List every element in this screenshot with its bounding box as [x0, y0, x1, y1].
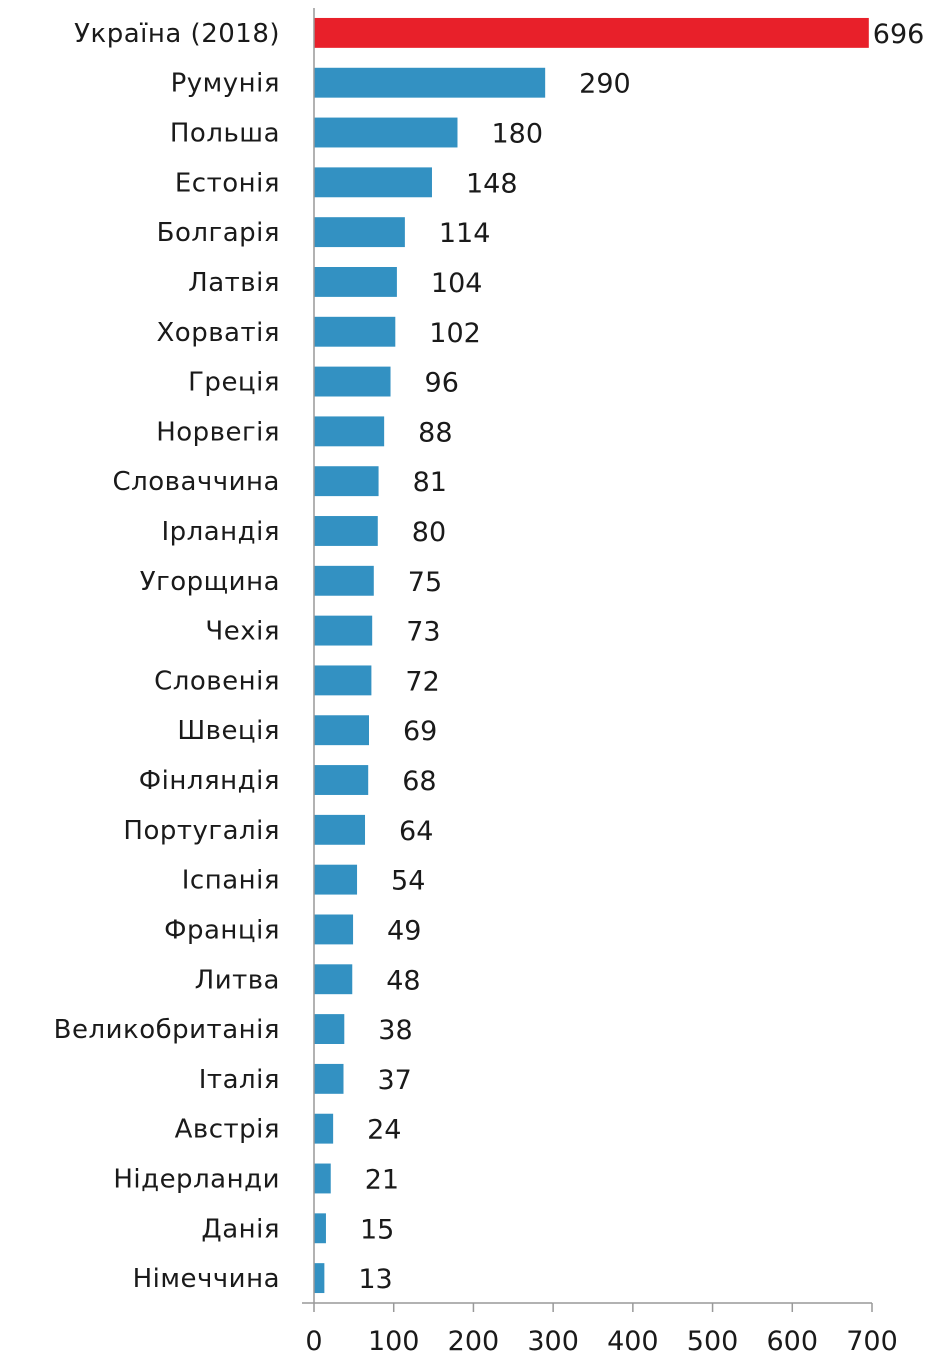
bar [314, 267, 397, 297]
category-label: Франція [164, 915, 280, 945]
category-label: Іспанія [182, 866, 280, 896]
category-label: Польша [170, 119, 280, 149]
bar [314, 217, 405, 248]
category-label: Німеччина [133, 1264, 280, 1294]
bar [314, 1113, 334, 1144]
x-tick-label: 400 [607, 1326, 659, 1357]
category-label: Україна (2018) [74, 19, 280, 49]
x-tick-label: 100 [368, 1326, 420, 1357]
value-label: 114 [439, 218, 491, 249]
value-label: 73 [406, 617, 440, 648]
category-label: Швеція [177, 716, 280, 746]
bar [314, 1213, 326, 1244]
bars-group [314, 17, 869, 1294]
value-label: 48 [386, 965, 420, 996]
category-label: Фінляндія [139, 766, 280, 796]
category-label: Литва [195, 965, 280, 995]
category-label: Австрія [175, 1115, 280, 1145]
value-label: 75 [408, 567, 442, 598]
bar [314, 814, 366, 845]
bar [314, 516, 378, 546]
value-label: 13 [358, 1264, 392, 1295]
value-labels: 696 290 180 148 114 104 102 96 88 81 80 75 73 72 69 68 6… [358, 19, 924, 1295]
value-label: 696 [873, 19, 925, 50]
value-label: 104 [431, 268, 483, 299]
category-label: Латвія [188, 268, 280, 298]
x-tick-label: 200 [448, 1326, 500, 1357]
category-label: Румунія [171, 69, 280, 99]
category-label: Португалія [123, 816, 280, 846]
x-tick-label: 600 [767, 1326, 819, 1357]
category-labels: Україна (2018) Румунія Польша Естонія Болгар… [54, 19, 280, 1294]
x-tick-label: 700 [846, 1326, 898, 1357]
bar [314, 67, 546, 98]
value-label: 69 [403, 716, 437, 747]
value-label: 102 [429, 318, 481, 349]
x-axis-ticks: 0 100 200 300 400 500 600 700 [305, 1303, 898, 1357]
x-tick-label: 300 [527, 1326, 579, 1357]
bar [314, 1014, 345, 1044]
value-label: 88 [418, 417, 452, 448]
category-label: Болгарія [157, 218, 280, 248]
category-label: Ірландія [161, 517, 280, 547]
value-label: 148 [466, 168, 518, 199]
value-label: 54 [391, 866, 425, 897]
value-label: 72 [405, 666, 439, 697]
category-label: Хорватія [157, 318, 281, 348]
bar [314, 1163, 331, 1194]
bar [314, 167, 432, 198]
bar [314, 366, 391, 397]
category-label: Греція [188, 368, 280, 398]
category-label: Естонія [175, 168, 280, 198]
category-label: Чехія [205, 617, 280, 647]
value-label: 96 [425, 368, 459, 399]
bar [314, 715, 370, 746]
category-label: Словенія [154, 666, 280, 696]
bar [314, 316, 396, 347]
bar [314, 914, 354, 945]
category-label: Данія [201, 1214, 280, 1244]
bar [314, 964, 353, 995]
bar [314, 1063, 344, 1094]
value-label: 64 [399, 816, 433, 847]
bar [314, 117, 458, 148]
bar [314, 765, 369, 795]
bar [314, 864, 358, 895]
category-label: Словаччина [113, 467, 281, 497]
bar [314, 17, 869, 48]
bar [314, 615, 373, 646]
value-label: 38 [378, 1015, 412, 1046]
value-label: 15 [360, 1214, 394, 1245]
bar [314, 565, 374, 596]
category-label: Норвегія [156, 417, 280, 447]
x-tick-label: 500 [687, 1326, 739, 1357]
category-label: Італія [199, 1065, 280, 1095]
value-label: 37 [377, 1065, 411, 1096]
bar [314, 466, 379, 497]
x-tick-label: 0 [305, 1326, 322, 1357]
value-label: 24 [367, 1115, 401, 1146]
value-label: 21 [365, 1164, 399, 1195]
value-label: 49 [387, 915, 421, 946]
category-label: Нідерланди [113, 1164, 280, 1194]
category-label: Великобританія [54, 1015, 280, 1045]
value-label: 290 [579, 69, 631, 100]
value-label: 81 [413, 467, 447, 498]
bar [314, 665, 372, 696]
value-label: 180 [491, 119, 543, 150]
category-label: Угорщина [140, 567, 280, 597]
value-label: 80 [412, 517, 446, 548]
bar [314, 1263, 325, 1294]
value-label: 68 [402, 766, 436, 797]
bar [314, 416, 385, 447]
